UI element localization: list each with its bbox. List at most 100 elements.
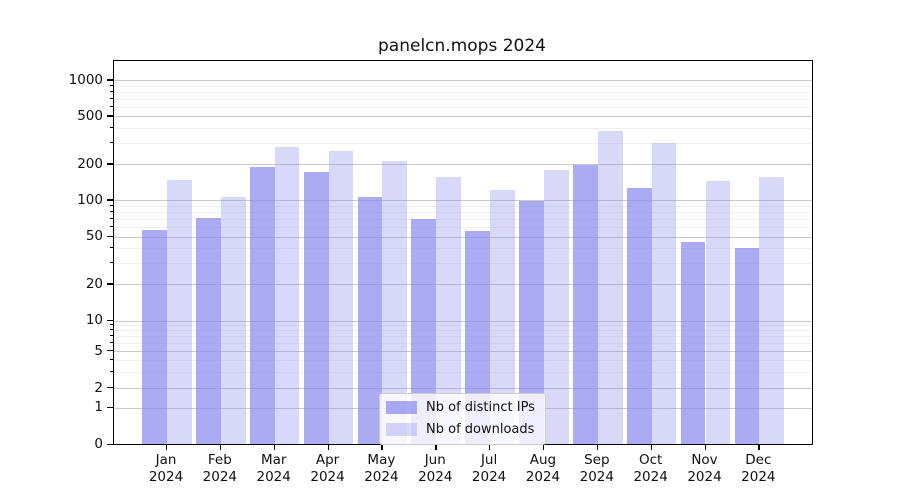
x-tick-label-dec: Dec 2024: [741, 452, 776, 485]
y-tick-mark-1000: [107, 79, 113, 81]
x-tick-mark-apr: [327, 443, 329, 450]
minor-gridline-7: [114, 336, 812, 338]
minor-gridline-9: [114, 325, 812, 327]
minor-gridline-90: [114, 205, 812, 207]
x-tick-label-oct: Oct 2024: [633, 452, 668, 485]
minor-gridline-80: [114, 212, 812, 214]
y-tick-label-10: 10: [85, 312, 103, 328]
bar-downloads-aug: [543, 169, 569, 445]
y-tick-mark-0: [107, 443, 113, 445]
y-minor-tick-mark-4: [109, 359, 113, 360]
bar-downloads-dec: [759, 176, 785, 445]
minor-gridline-8: [114, 330, 812, 332]
x-tick-label-mar: Mar 2024: [256, 452, 291, 485]
x-tick-mark-jun: [435, 443, 437, 450]
bar-distinct-ips-mar: [249, 167, 275, 445]
major-gridline-200: [114, 164, 812, 166]
bar-downloads-feb: [220, 197, 246, 445]
y-minor-tick-mark-300: [109, 142, 113, 144]
minor-gridline-4: [114, 360, 812, 361]
bar-distinct-ips-oct: [626, 187, 652, 445]
minor-gridline-300: [114, 143, 812, 145]
major-gridline-1000: [114, 80, 812, 82]
y-minor-tick-mark-400: [109, 127, 113, 129]
major-gridline-20: [114, 284, 812, 286]
bar-distinct-ips-nov: [680, 242, 706, 445]
bar-downloads-nov: [705, 181, 731, 445]
minor-gridline-700: [114, 98, 812, 100]
x-tick-label-apr: Apr 2024: [310, 452, 345, 485]
y-tick-label-100: 100: [77, 191, 103, 208]
y-minor-tick-mark-9: [109, 324, 113, 326]
y-tick-mark-50: [107, 235, 113, 237]
legend: Nb of distinct IPs Nb of downloads: [379, 393, 546, 445]
bar-downloads-oct: [651, 143, 677, 445]
y-tick-label-500: 500: [77, 107, 103, 124]
major-gridline-100: [114, 200, 812, 202]
bar-distinct-ips-may: [357, 197, 383, 445]
y-minor-tick-mark-600: [109, 105, 113, 107]
y-tick-mark-20: [107, 283, 113, 285]
y-minor-tick-mark-900: [109, 84, 113, 86]
minor-gridline-600: [114, 106, 812, 108]
minor-gridline-400: [114, 128, 812, 130]
y-tick-mark-200: [107, 163, 113, 165]
x-tick-mark-sep: [596, 443, 599, 450]
major-gridline-500: [114, 116, 812, 118]
x-tick-label-nov: Nov 2024: [687, 452, 722, 485]
x-tick-mark-nov: [704, 443, 706, 450]
minor-gridline-30: [114, 263, 812, 265]
x-tick-mark-mar: [273, 443, 275, 450]
plot-area: [113, 60, 813, 445]
bar-downloads-jan: [167, 180, 192, 445]
y-tick-label-1000: 1000: [68, 71, 103, 88]
legend-swatch-downloads: [386, 423, 417, 436]
x-tick-mark-oct: [650, 443, 652, 450]
y-tick-mark-5: [107, 350, 113, 352]
y-tick-mark-500: [107, 115, 113, 117]
y-tick-label-0: 0: [94, 436, 103, 452]
bar-downloads-mar: [274, 146, 300, 445]
minor-gridline-60: [114, 227, 812, 229]
y-tick-label-2: 2: [94, 379, 103, 396]
y-tick-mark-2: [107, 387, 113, 389]
y-minor-tick-mark-3: [109, 370, 113, 372]
bar-distinct-ips-feb: [196, 217, 221, 445]
y-tick-label-200: 200: [77, 155, 103, 172]
x-tick-mark-aug: [542, 443, 545, 450]
y-minor-tick-mark-6: [109, 341, 113, 343]
x-tick-mark-dec: [758, 443, 760, 450]
y-minor-tick-mark-70: [109, 218, 113, 219]
y-tick-mark-100: [107, 199, 113, 201]
minor-gridline-900: [114, 85, 812, 87]
chart-title: panelcn.mops 2024: [378, 36, 546, 56]
x-tick-label-jul: Jul 2024: [471, 452, 507, 485]
bar-distinct-ips-apr: [303, 171, 329, 445]
legend-item-downloads: Nb of downloads: [386, 422, 535, 437]
x-tick-mark-jan: [166, 443, 168, 450]
minor-gridline-3: [114, 371, 812, 373]
y-minor-tick-mark-700: [109, 97, 113, 99]
bar-distinct-ips-sep: [573, 165, 598, 445]
x-tick-label-jan: Jan 2024: [148, 452, 184, 485]
bar-distinct-ips-dec: [734, 248, 760, 445]
y-minor-tick-mark-60: [109, 226, 113, 228]
major-gridline-50: [114, 236, 812, 238]
y-minor-tick-mark-90: [109, 204, 113, 206]
y-tick-label-50: 50: [85, 228, 103, 245]
legend-swatch-distinct-ips: [386, 401, 417, 414]
bar-distinct-ips-jan: [142, 229, 167, 445]
major-gridline-2: [114, 388, 812, 389]
y-tick-label-1: 1: [94, 399, 103, 415]
y-minor-tick-mark-40: [109, 247, 113, 249]
bar-downloads-apr: [328, 150, 354, 445]
minor-gridline-40: [114, 248, 812, 250]
y-tick-mark-10: [107, 319, 113, 321]
x-tick-mark-may: [381, 443, 383, 450]
minor-gridline-6: [114, 342, 812, 344]
legend-label-distinct-ips: Nb of distinct IPs: [426, 400, 535, 415]
minor-gridline-70: [114, 219, 812, 220]
major-gridline-10: [114, 320, 812, 322]
y-minor-tick-mark-8: [109, 329, 113, 331]
y-tick-label-20: 20: [85, 275, 103, 292]
